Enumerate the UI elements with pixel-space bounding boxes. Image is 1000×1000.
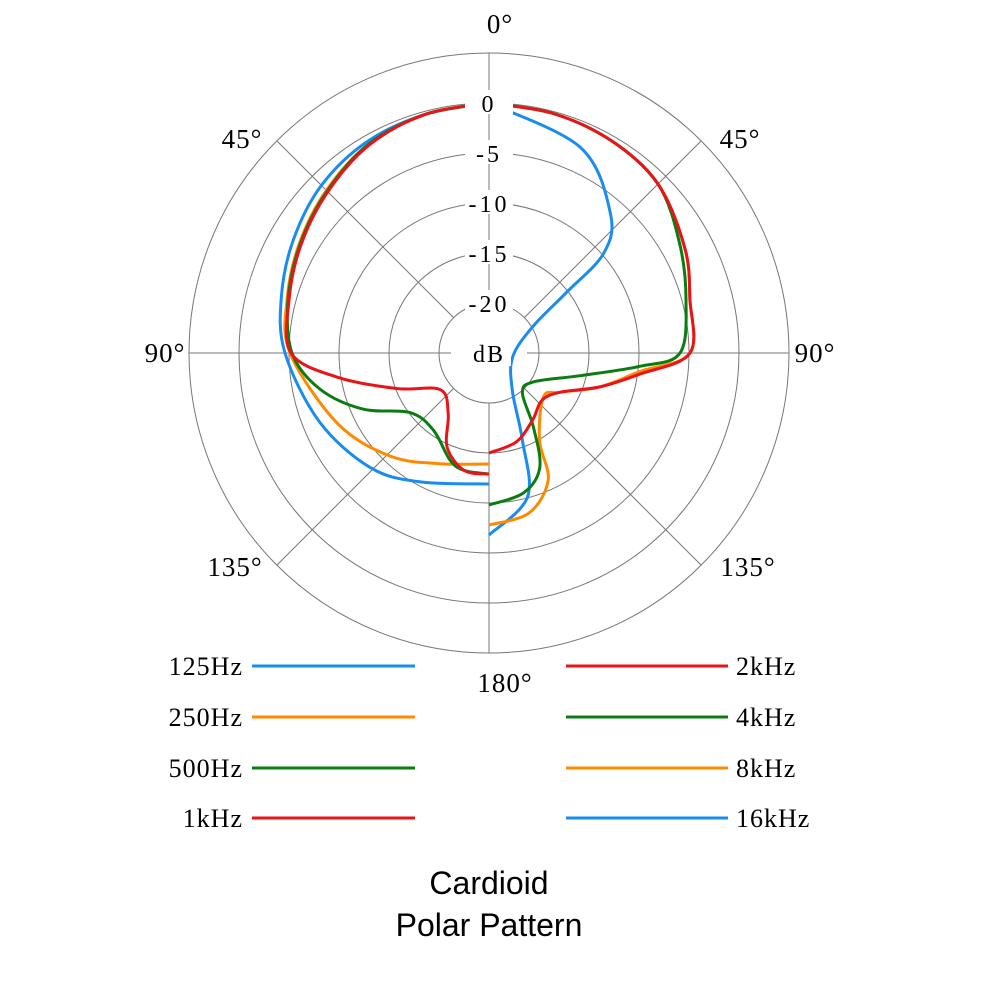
tick-label-bg bbox=[465, 190, 513, 214]
angle-label: 45° bbox=[720, 124, 761, 154]
legend-label: 125Hz bbox=[169, 652, 243, 681]
legend-label: 250Hz bbox=[169, 703, 243, 732]
legend-label: 500Hz bbox=[169, 754, 243, 783]
tick-label-bg bbox=[465, 140, 513, 164]
grid-spoke bbox=[524, 388, 702, 566]
radial-tick-label: -10 bbox=[469, 192, 510, 218]
angle-label: 135° bbox=[207, 552, 262, 582]
grid-spoke bbox=[276, 140, 454, 318]
angle-label: 90° bbox=[795, 338, 836, 368]
angle-label: 135° bbox=[720, 552, 775, 582]
unit-label-bg bbox=[467, 338, 511, 366]
legend-label: 1kHz bbox=[183, 804, 243, 833]
legend-label: 16kHz bbox=[736, 804, 810, 833]
series-line-16khz bbox=[487, 101, 614, 537]
tick-label-bg bbox=[465, 240, 513, 264]
radial-tick-label: 0 bbox=[482, 92, 497, 118]
axis-labels: 0 -5 -10 -15 -20 dB 0° 45° 45° 90° 90° 135° 135° 180° bbox=[145, 9, 836, 698]
legend: 125Hz 250Hz 500Hz 1kHz 2kHz 4kHz 8kHz 16kHz bbox=[169, 652, 810, 833]
chart-title-line-1: Cardioid bbox=[429, 865, 548, 901]
radial-tick-label: -20 bbox=[469, 292, 510, 318]
radial-unit-label: dB bbox=[473, 342, 505, 368]
grid-spoke bbox=[276, 388, 454, 566]
series-layer bbox=[278, 101, 696, 537]
angle-label: 0° bbox=[487, 9, 513, 39]
chart-title-line-2: Polar Pattern bbox=[396, 907, 583, 943]
series-line-2khz bbox=[488, 101, 696, 455]
legend-label: 4kHz bbox=[736, 703, 796, 732]
series-line-4khz bbox=[488, 101, 688, 507]
radial-tick-label: -5 bbox=[476, 142, 502, 168]
angle-label: 180° bbox=[477, 668, 532, 698]
series-line-1khz bbox=[284, 101, 490, 476]
angle-label: 45° bbox=[222, 124, 263, 154]
angle-label: 90° bbox=[145, 338, 186, 368]
legend-label: 8kHz bbox=[736, 754, 796, 783]
tick-label-bg bbox=[465, 90, 513, 114]
tick-label-bg bbox=[465, 290, 513, 314]
series-line-125hz bbox=[278, 101, 490, 486]
legend-label: 2kHz bbox=[736, 652, 796, 681]
radial-tick-label: -15 bbox=[469, 242, 510, 268]
